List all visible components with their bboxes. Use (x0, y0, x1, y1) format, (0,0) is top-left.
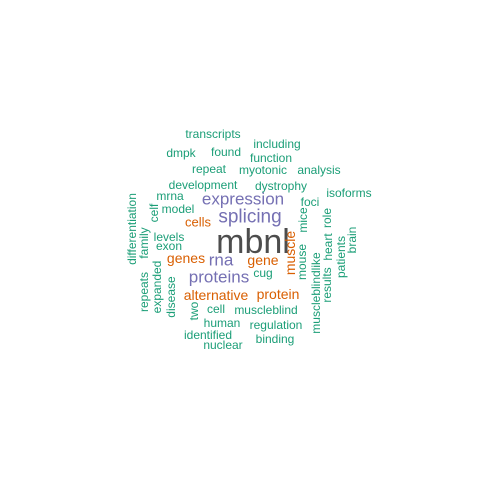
word-regulation: regulation (249, 318, 303, 332)
word-muscleblind: muscleblind (234, 303, 298, 317)
word-celf: celf (147, 203, 161, 223)
word-human: human (203, 316, 241, 330)
word-mrna: mrna (156, 189, 184, 203)
word-isoforms: isoforms (326, 186, 372, 200)
word-cug: cug (253, 266, 273, 280)
word-two: two (187, 301, 201, 321)
word-role: role (320, 207, 334, 229)
word-proteins: proteins (188, 267, 250, 287)
word-repeats: repeats (137, 271, 151, 313)
word-disease: disease (164, 276, 178, 318)
word-dystrophy: dystrophy (254, 179, 308, 193)
word-identified: identified (183, 328, 233, 342)
word-levels: levels (153, 230, 185, 244)
word-binding: binding (255, 332, 295, 346)
word-analysis: analysis (297, 163, 341, 177)
word-mbnl: mbnl (216, 223, 290, 261)
word-brain: brain (345, 226, 359, 254)
word-results: results (320, 267, 334, 303)
word-expanded: expanded (150, 260, 164, 314)
word-cell: cell (206, 302, 226, 316)
word-cells: cells (184, 214, 212, 230)
word-model: model (161, 202, 195, 216)
word-repeat: repeat (191, 162, 227, 176)
word-transcripts: transcripts (185, 127, 241, 141)
word-genes: genes (166, 250, 206, 266)
word-family: family (137, 227, 151, 259)
word-protein: protein (256, 286, 300, 302)
word-alternative: alternative (183, 287, 249, 303)
word-development: development (168, 178, 238, 192)
word-mouse: mouse (295, 243, 309, 281)
word-gene: gene (247, 252, 279, 268)
word-dmpk: dmpk (166, 146, 196, 160)
word-foci: foci (300, 195, 320, 209)
word-rna: rna (208, 250, 234, 270)
word-function: function (249, 151, 293, 165)
word-exon: exon (155, 239, 183, 253)
word-heart: heart (321, 233, 335, 261)
word-expression: expression (201, 189, 285, 209)
word-including: including (253, 137, 301, 151)
word-mice: mice (296, 207, 310, 233)
word-nuclear: nuclear (203, 338, 243, 352)
word-splicing: splicing (218, 206, 282, 228)
word-found: found (210, 145, 242, 159)
word-myotonic: myotonic (238, 163, 288, 177)
